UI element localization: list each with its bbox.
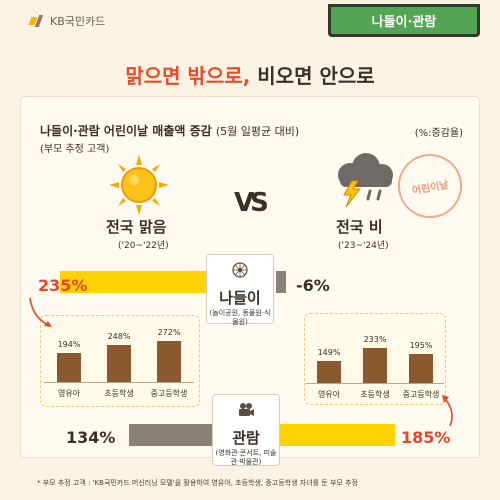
vs-label: VS	[234, 188, 269, 218]
brand-logo: KB국민카드	[28, 13, 106, 29]
mini-bar-0-0	[57, 352, 81, 382]
rainy-period: ('23~'24년)	[338, 241, 389, 251]
ferris-wheel-icon	[232, 262, 248, 278]
storm-cloud-icon	[338, 153, 393, 208]
mini-label-0-0: 영유아	[57, 389, 81, 398]
category-title-viewing: 관람	[232, 429, 260, 447]
bar-sunny-0	[60, 271, 206, 293]
bar-rainy-1	[280, 424, 395, 446]
viewing-rainy-value: 185%	[401, 428, 451, 447]
category-title-outing: 나들이	[219, 289, 261, 307]
headline-part2: 비오면 안으로	[257, 64, 375, 88]
chart-title: 나들이·관람 어린이날 매출액 증감 (5월 일평균 대비)	[40, 122, 299, 139]
mini-label-0-2: 중고등학생	[150, 389, 188, 398]
outing-rainy-value: -6%	[296, 276, 330, 295]
category-box-outing: 나들이 (놀이공원, 동물원·식물원)	[206, 254, 274, 326]
category-box-viewing: 관람 (영화관·콘서트, 미술관·박물관)	[212, 394, 280, 466]
mini-bar-0-1	[107, 344, 131, 382]
mini-value-1-1: 233%	[363, 335, 387, 345]
category-desc-viewing: (영화관·콘서트, 미술관·박물관)	[215, 449, 277, 466]
mini-bar-1-1	[363, 348, 387, 383]
rainy-label: 전국 비	[336, 218, 383, 236]
mini-label-1-2: 중고등학생	[402, 390, 440, 399]
bar-sunny-1	[128, 424, 212, 446]
mini-value-1-2: 195%	[409, 340, 433, 350]
viewing-sunny-value: 134%	[66, 428, 116, 447]
mini-value-0-0: 194%	[57, 339, 81, 349]
mini-label-1-1: 초등학생	[360, 390, 390, 399]
chart-subtitle: (부모 추정 고객)	[40, 144, 110, 155]
arrow-down-right-icon	[29, 297, 52, 327]
mini-value-0-2: 272%	[157, 328, 181, 338]
chart-title-main: 나들이·관람 어린이날 매출액 증감	[40, 124, 212, 138]
film-camera-icon	[239, 403, 254, 416]
sunny-period: ('20~'22년)	[118, 241, 169, 251]
mini-bar-0-2	[157, 341, 181, 382]
mini-axis-0	[44, 382, 194, 383]
arrow-up-icon	[442, 395, 453, 427]
mini-value-0-1: 248%	[107, 331, 131, 341]
mini-bar-1-2	[409, 353, 433, 383]
kb-logo-icon	[28, 15, 46, 27]
mini-bar-1-0	[317, 360, 341, 383]
headline-part1: 맑으면 밖으로,	[125, 64, 251, 88]
mini-label-0-1: 초등학생	[104, 389, 134, 398]
brand-name: KB국민카드	[50, 15, 106, 28]
mini-axis-1	[306, 383, 444, 384]
category-tag: 나들이·관람	[328, 4, 480, 37]
headline: 맑으면 밖으로, 비오면 안으로	[0, 60, 500, 89]
sun-icon	[109, 155, 169, 215]
bar-rainy-0	[276, 271, 286, 293]
category-desc-outing: (놀이공원, 동물원·식물원)	[209, 309, 271, 326]
footnote: * 부모 추정 고객 : 'KB국민카드 머신러닝 모델'을 활용하여 영유아,…	[37, 479, 358, 487]
outing-sunny-value: 235%	[38, 276, 88, 295]
vs-text: VS	[234, 188, 269, 218]
chart-title-note: (5월 일평균 대비)	[215, 125, 300, 138]
sunny-label: 전국 맑음	[106, 218, 167, 236]
chart-unit: (%:증감율)	[414, 128, 463, 139]
mini-value-1-0: 149%	[317, 347, 341, 357]
mini-label-1-0: 영유아	[317, 390, 341, 399]
stamp-text: 어린이날	[411, 179, 450, 197]
